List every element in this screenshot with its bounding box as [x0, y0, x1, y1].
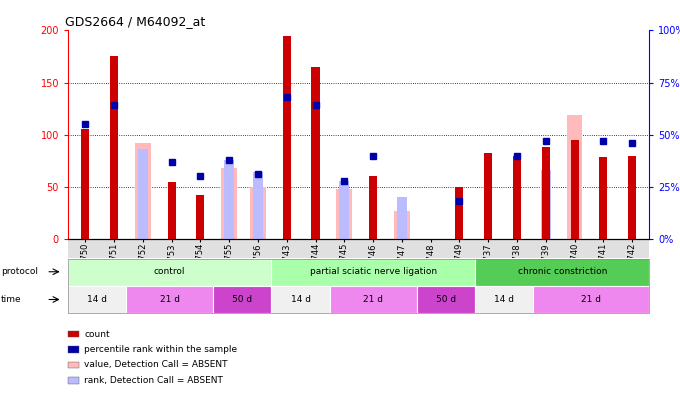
Bar [628, 156, 636, 239]
Bar [81, 130, 89, 239]
Bar [337, 189, 352, 239]
Bar [484, 153, 492, 239]
Text: rank, Detection Call = ABSENT: rank, Detection Call = ABSENT [84, 376, 223, 385]
Text: count: count [84, 330, 110, 339]
Bar [283, 36, 291, 239]
Text: 50 d: 50 d [233, 295, 252, 304]
Bar [221, 168, 237, 239]
Bar [110, 56, 118, 239]
Text: 50 d: 50 d [436, 295, 456, 304]
Bar [542, 147, 550, 239]
Text: 21 d: 21 d [363, 295, 384, 304]
Bar [138, 149, 148, 239]
Bar [339, 181, 350, 239]
Text: percentile rank within the sample: percentile rank within the sample [84, 345, 237, 354]
Bar [224, 160, 234, 239]
Bar [369, 177, 377, 239]
Text: value, Detection Call = ABSENT: value, Detection Call = ABSENT [84, 360, 228, 369]
Text: 14 d: 14 d [494, 295, 514, 304]
Bar [250, 187, 266, 239]
Text: 21 d: 21 d [160, 295, 180, 304]
Bar [253, 172, 263, 239]
Bar [135, 143, 151, 239]
Bar [397, 197, 407, 239]
Text: 14 d: 14 d [87, 295, 107, 304]
Bar [394, 211, 410, 239]
Text: chronic constriction: chronic constriction [517, 267, 607, 276]
Text: control: control [154, 267, 186, 276]
Text: partial sciatic nerve ligation: partial sciatic nerve ligation [309, 267, 437, 276]
Text: 14 d: 14 d [290, 295, 311, 304]
Bar [599, 157, 607, 239]
Bar [541, 170, 551, 239]
Bar [197, 195, 205, 239]
Bar [456, 187, 464, 239]
Bar [311, 67, 320, 239]
Text: time: time [1, 295, 21, 304]
Text: protocol: protocol [1, 267, 37, 276]
Bar [513, 156, 521, 239]
Text: GDS2664 / M64092_at: GDS2664 / M64092_at [65, 15, 205, 28]
Bar [566, 115, 583, 239]
Text: 21 d: 21 d [581, 295, 601, 304]
Bar [167, 181, 175, 239]
Bar [571, 140, 579, 239]
